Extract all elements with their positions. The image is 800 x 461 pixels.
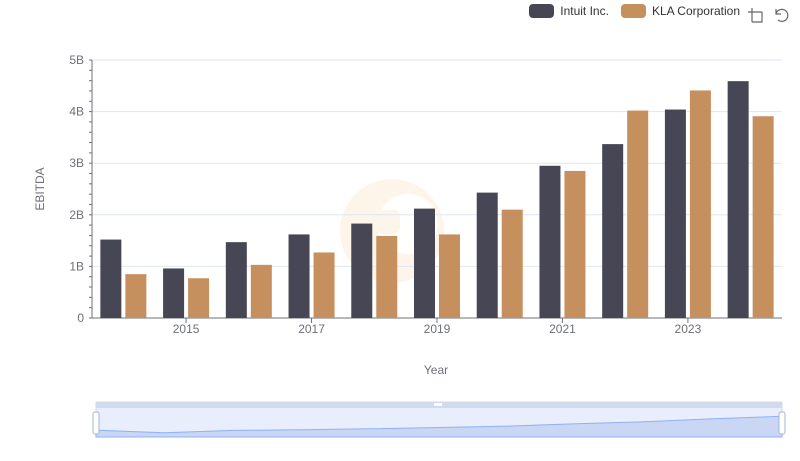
- kla-bar-2014: [125, 274, 147, 318]
- x-tick-label: 2015: [173, 322, 200, 336]
- legend-label-intuit: Intuit Inc.: [560, 4, 609, 18]
- legend-swatch-intuit: [529, 4, 555, 18]
- axis-labels: 0 1B 2B 3B 4B 5B 2015 2017 2019 2021 2023: [69, 53, 701, 336]
- data-zoom-slider[interactable]: [92, 401, 786, 438]
- restore-icon[interactable]: [772, 6, 790, 24]
- intuit-bar-2014: [100, 239, 122, 318]
- y-tick-label: 3B: [69, 156, 84, 170]
- legend-item-intuit[interactable]: Intuit Inc.: [529, 4, 609, 18]
- y-tick-label: 4B: [69, 105, 84, 119]
- kla-bar-2020: [501, 209, 523, 318]
- intuit-bar-2020: [476, 192, 498, 318]
- kla-bar-2019: [439, 234, 460, 318]
- intuit-bar-2019: [414, 208, 435, 318]
- x-axis-title: Year: [424, 363, 448, 377]
- intuit-bar-2024: [727, 81, 749, 318]
- x-tick-label: 2017: [298, 322, 325, 336]
- y-tick-label: 5B: [69, 53, 84, 67]
- y-axis-title: EBITDA: [33, 167, 47, 210]
- kla-bar-2016: [250, 264, 272, 318]
- x-tick-label: 2019: [424, 322, 451, 336]
- kla-bar-2017: [313, 252, 335, 318]
- intuit-bar-2015: [163, 268, 185, 318]
- intuit-bar-2022: [602, 144, 624, 318]
- intuit-bar-2017: [288, 234, 310, 318]
- kla-bar-2023: [689, 90, 711, 318]
- intuit-bar-2021: [539, 165, 561, 318]
- y-tick-label: 2B: [69, 208, 84, 222]
- kla-bar-2015: [188, 278, 210, 318]
- bars: [100, 81, 774, 319]
- intuit-bar-2023: [664, 109, 686, 318]
- chart-legend: Intuit Inc. KLA Corporation: [529, 4, 740, 18]
- zoom-right-handle[interactable]: [778, 411, 786, 435]
- kla-bar-2022: [627, 110, 649, 319]
- zoom-left-handle[interactable]: [92, 411, 100, 435]
- intuit-bar-2016: [225, 242, 247, 318]
- legend-item-kla[interactable]: KLA Corporation: [620, 4, 740, 18]
- kla-bar-2024: [752, 116, 774, 318]
- zoom-icon[interactable]: [746, 6, 764, 24]
- chart-toolbox: [746, 6, 790, 24]
- kla-bar-2021: [564, 170, 586, 318]
- x-tick-label: 2021: [549, 322, 576, 336]
- kla-bar-2018: [376, 235, 398, 318]
- legend-swatch-kla: [620, 4, 646, 18]
- intuit-bar-2018: [351, 223, 373, 318]
- zoom-preview-area: [95, 415, 783, 438]
- y-tick-label: 1B: [69, 259, 84, 273]
- y-tick-label: 0: [77, 311, 84, 325]
- legend-label-kla: KLA Corporation: [651, 4, 740, 18]
- x-tick-label: 2023: [675, 322, 702, 336]
- zoom-grip[interactable]: [434, 403, 442, 406]
